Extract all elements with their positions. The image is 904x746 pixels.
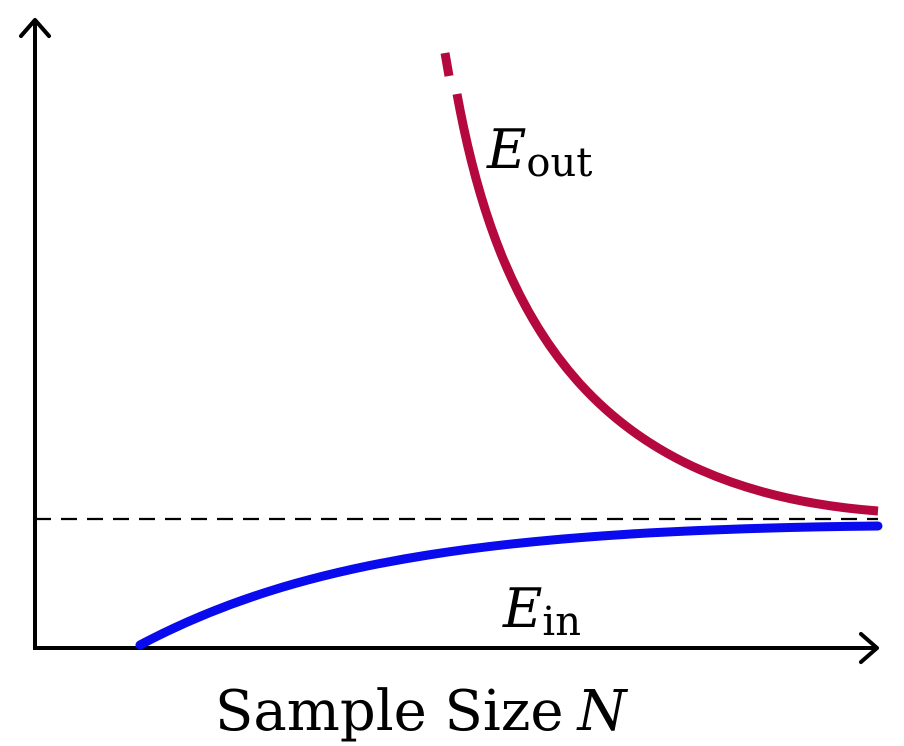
e-in-curve (135, 521, 883, 650)
e-out-symbol: E (486, 118, 526, 181)
y-axis-arrow (19, 18, 51, 38)
e-out-curve-top-segment (440, 52, 454, 77)
x-axis-label-variable: N (575, 679, 628, 744)
x-axis-label: Sample Size N (215, 679, 628, 744)
e-out-subscript: out (526, 140, 592, 186)
e-in-label: Ein (502, 577, 581, 645)
e-in-symbol: E (502, 577, 542, 640)
e-out-curve (452, 93, 879, 516)
x-axis-label-text: Sample Size (215, 679, 563, 744)
x-axis-arrow (859, 632, 879, 664)
e-in-subscript: in (542, 599, 581, 645)
e-out-label: Eout (486, 118, 592, 186)
